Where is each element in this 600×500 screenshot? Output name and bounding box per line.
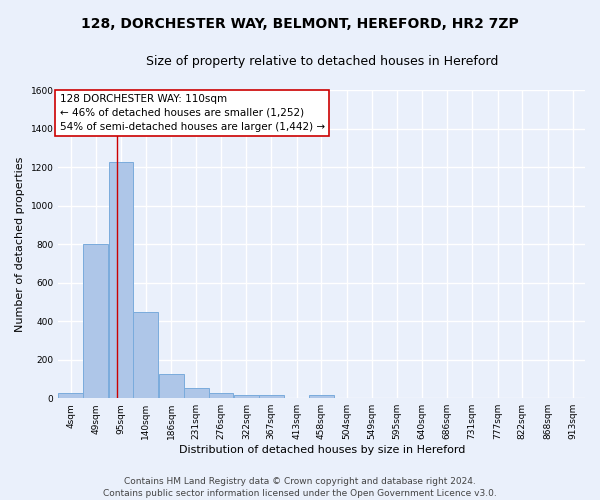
Y-axis label: Number of detached properties: Number of detached properties bbox=[15, 156, 25, 332]
X-axis label: Distribution of detached houses by size in Hereford: Distribution of detached houses by size … bbox=[179, 445, 465, 455]
Bar bbox=[109, 162, 133, 398]
Bar bbox=[159, 374, 184, 398]
Text: 128 DORCHESTER WAY: 110sqm
← 46% of detached houses are smaller (1,252)
54% of s: 128 DORCHESTER WAY: 110sqm ← 46% of deta… bbox=[59, 94, 325, 132]
Title: Size of property relative to detached houses in Hereford: Size of property relative to detached ho… bbox=[146, 55, 498, 68]
Bar bbox=[309, 396, 334, 398]
Text: 128, DORCHESTER WAY, BELMONT, HEREFORD, HR2 7ZP: 128, DORCHESTER WAY, BELMONT, HEREFORD, … bbox=[81, 18, 519, 32]
Bar bbox=[209, 394, 233, 398]
Bar bbox=[184, 388, 209, 398]
Bar bbox=[234, 396, 259, 398]
Bar bbox=[58, 394, 83, 398]
Bar bbox=[259, 396, 284, 398]
Bar bbox=[133, 312, 158, 398]
Text: Contains HM Land Registry data © Crown copyright and database right 2024.
Contai: Contains HM Land Registry data © Crown c… bbox=[103, 476, 497, 498]
Bar bbox=[83, 244, 108, 398]
